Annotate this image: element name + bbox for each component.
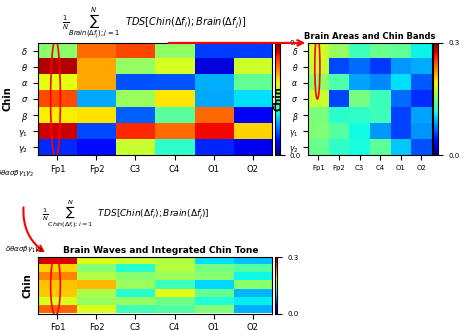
Title: Brain Areas and Chin Bands: Brain Areas and Chin Bands	[304, 32, 436, 41]
Text: $\delta\theta\alpha\sigma\beta\gamma_1\gamma_2$: $\delta\theta\alpha\sigma\beta\gamma_1\g…	[5, 245, 44, 255]
Y-axis label: Chin: Chin	[2, 86, 12, 112]
Text: $\frac{1}{N}\sum_{Chin(\Delta f_i);i=1}^{N}$  $\mathit{TDS}[\mathit{Chin}(\Delta: $\frac{1}{N}\sum_{Chin(\Delta f_i);i=1}^…	[42, 199, 210, 230]
Y-axis label: Chin: Chin	[273, 86, 283, 112]
Text: $\frac{1}{N}\sum_{Brain(\Delta f_j);j=1}^{N}$  $\mathit{TDS}[\mathit{Chin}(\Delt: $\frac{1}{N}\sum_{Brain(\Delta f_j);j=1}…	[62, 6, 246, 41]
Text: Brain Waves and Integrated Chin Tone: Brain Waves and Integrated Chin Tone	[64, 246, 259, 255]
Text: $\delta\theta\alpha\sigma\beta\gamma_1\gamma_2$: $\delta\theta\alpha\sigma\beta\gamma_1\g…	[0, 169, 34, 179]
Y-axis label: Chin: Chin	[22, 273, 32, 298]
